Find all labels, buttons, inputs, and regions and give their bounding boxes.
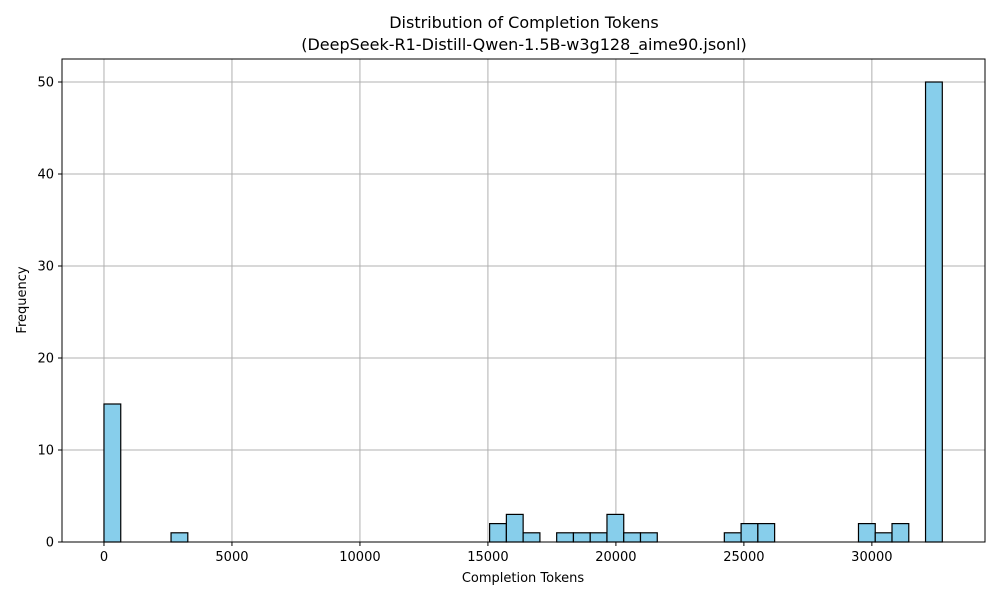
y-tick-label: 30 — [37, 260, 54, 275]
x-tick-label: 5000 — [215, 550, 248, 565]
histogram-bar — [723, 532, 742, 543]
y-tick-label: 10 — [37, 444, 54, 459]
x-tick-label: 25000 — [723, 550, 764, 565]
x-tick-label: 30000 — [851, 550, 892, 565]
histogram-bar — [103, 403, 122, 543]
histogram-bar — [623, 532, 642, 543]
histogram-bar — [522, 532, 541, 543]
histogram-bar — [924, 81, 943, 543]
histogram-bar — [874, 532, 893, 543]
grid-layer — [62, 59, 985, 543]
y-tick-label: 0 — [46, 536, 54, 551]
histogram-bar — [489, 522, 507, 543]
histogram-bar — [740, 522, 759, 543]
histogram-bar — [639, 532, 658, 543]
y-axis-label: Frequency — [15, 266, 30, 333]
histogram-bar — [891, 522, 910, 543]
histogram-bar — [572, 532, 591, 543]
histogram-bar — [170, 532, 189, 543]
histogram-bar — [589, 532, 608, 543]
tick-layer: 0 5000 10000 15000 20000 25000 30000 0 10 20 30 40 5… — [37, 76, 892, 566]
histogram-bar — [757, 522, 776, 543]
histogram-bar — [505, 513, 524, 543]
y-tick-label: 40 — [37, 168, 54, 183]
chart-title: Distribution of Completion Tokens — [389, 13, 659, 32]
bar-layer — [103, 81, 943, 543]
plot-frame — [61, 58, 986, 543]
x-tick-label: 10000 — [339, 550, 380, 565]
x-tick-label: 20000 — [595, 550, 636, 565]
chart-subtitle: (DeepSeek-R1-Distill-Qwen-1.5B-w3g128_ai… — [301, 35, 747, 55]
x-tick-label: 15000 — [467, 550, 508, 565]
y-tick-label: 20 — [37, 352, 54, 367]
histogram-bar — [606, 513, 625, 543]
histogram-bar — [556, 532, 575, 543]
x-axis-label: Completion Tokens — [462, 571, 585, 586]
y-tick-label: 50 — [37, 76, 54, 91]
x-tick-label: 0 — [100, 550, 108, 565]
histogram-bar — [857, 522, 876, 543]
